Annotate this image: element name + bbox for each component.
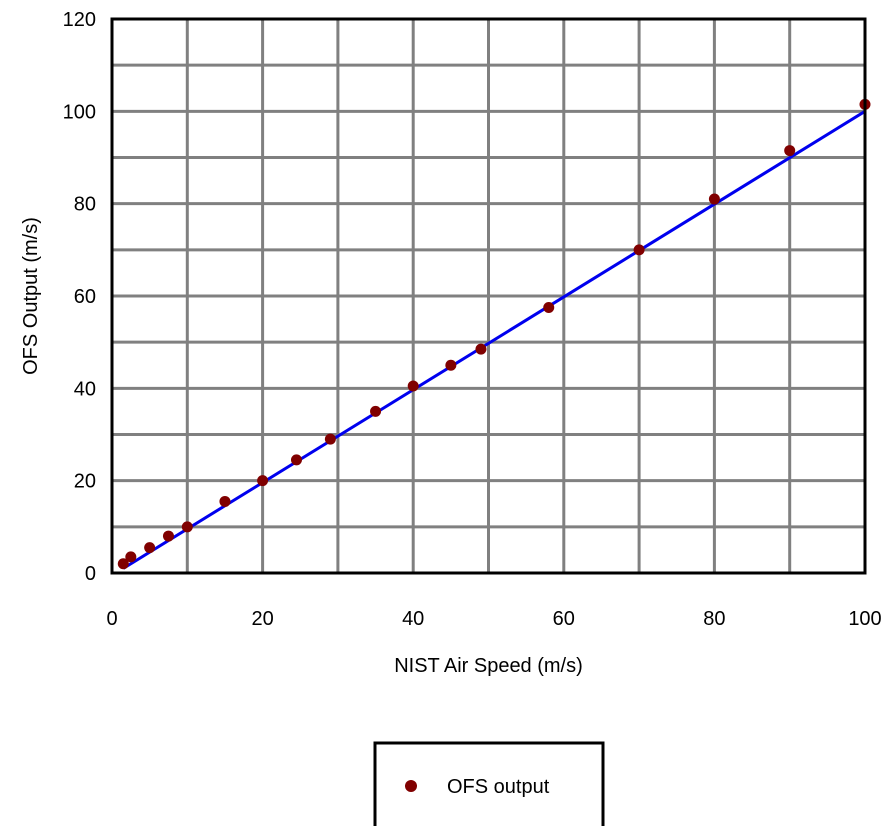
data-point — [181, 521, 193, 533]
data-point — [219, 495, 231, 507]
data-point — [708, 193, 720, 205]
legend-label: OFS output — [447, 776, 550, 798]
y-axis-title: OFS Output (m/s) — [20, 217, 42, 375]
x-tick-label: 40 — [402, 608, 424, 630]
data-point — [543, 302, 555, 314]
data-point — [144, 542, 156, 554]
y-tick-label: 20 — [74, 471, 96, 493]
x-tick-labels: 0 20 40 60 80 100 — [106, 608, 881, 630]
data-point — [784, 145, 796, 157]
fit-line — [122, 110, 866, 570]
data-point — [117, 558, 129, 570]
legend: OFS output — [373, 741, 605, 826]
y-tick-labels: 0 20 40 60 80 100 120 — [63, 9, 96, 585]
data-point — [290, 454, 302, 466]
y-tick-label: 60 — [74, 286, 96, 308]
grid — [110, 17, 867, 575]
data-point — [162, 530, 174, 542]
data-point — [324, 433, 336, 445]
y-tick-label: 0 — [85, 563, 96, 585]
x-tick-label: 80 — [703, 608, 725, 630]
data-point — [445, 359, 457, 371]
data-point — [633, 244, 645, 256]
data-points — [117, 98, 871, 570]
plot-frame — [110, 17, 867, 575]
fit-line-group — [122, 110, 866, 570]
x-tick-label: 60 — [553, 608, 575, 630]
y-tick-label: 80 — [74, 194, 96, 216]
x-tick-label: 0 — [106, 608, 117, 630]
legend-marker — [405, 780, 417, 792]
y-tick-label: 100 — [63, 101, 96, 123]
data-point — [257, 475, 269, 487]
x-tick-label: 100 — [848, 608, 881, 630]
data-point — [407, 380, 419, 392]
y-tick-label: 40 — [74, 378, 96, 400]
data-point — [125, 551, 137, 563]
data-point — [475, 343, 487, 355]
y-tick-label: 120 — [63, 9, 96, 31]
data-point — [370, 405, 382, 417]
x-axis-title: NIST Air Speed (m/s) — [394, 655, 583, 677]
x-tick-label: 20 — [251, 608, 273, 630]
